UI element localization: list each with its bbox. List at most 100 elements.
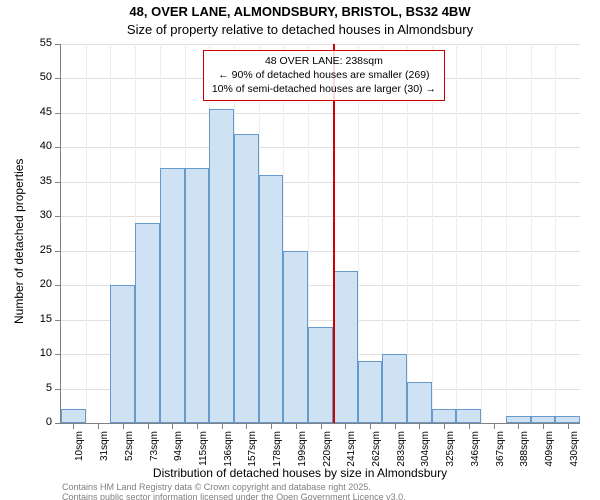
chart-title-line2: Size of property relative to detached ho… (0, 22, 600, 37)
x-tick (172, 423, 173, 429)
y-tick (55, 216, 61, 217)
y-tick-label: 10 (0, 347, 52, 359)
gridline-v (555, 44, 556, 423)
x-tick-label: 73sqm (149, 431, 160, 471)
y-tick-label: 50 (0, 71, 52, 83)
gridline-v (531, 44, 532, 423)
y-tick-label: 45 (0, 106, 52, 118)
x-tick (419, 423, 420, 429)
x-tick (246, 423, 247, 429)
x-tick-label: 94sqm (173, 431, 184, 471)
y-tick-label: 20 (0, 278, 52, 290)
histogram-bar (259, 175, 284, 423)
y-tick (55, 147, 61, 148)
x-axis-title: Distribution of detached houses by size … (0, 466, 600, 480)
gridline-v (407, 44, 408, 423)
x-tick (321, 423, 322, 429)
y-tick-label: 55 (0, 37, 52, 49)
histogram-bar (209, 109, 234, 423)
x-tick (123, 423, 124, 429)
gridline-h (61, 113, 580, 114)
x-tick-label: 325sqm (445, 431, 456, 471)
callout-text-3: 10% of semi-detached houses are larger (… (212, 82, 436, 96)
x-tick (395, 423, 396, 429)
histogram-bar (160, 168, 185, 423)
y-tick-label: 15 (0, 313, 52, 325)
x-tick-label: 136sqm (223, 431, 234, 471)
y-tick (55, 78, 61, 79)
gridline-h (61, 44, 580, 45)
x-tick-label: 304sqm (420, 431, 431, 471)
x-tick-label: 220sqm (322, 431, 333, 471)
histogram-bar (234, 134, 259, 423)
histogram-bar (185, 168, 210, 423)
y-tick (55, 320, 61, 321)
histogram-bar (506, 416, 531, 423)
x-tick-label: 31sqm (99, 431, 110, 471)
footnote-2: Contains public sector information licen… (62, 492, 406, 500)
histogram-bar (432, 409, 457, 423)
y-tick-label: 5 (0, 382, 52, 394)
histogram-bar (407, 382, 432, 423)
histogram-bar (333, 271, 358, 423)
histogram-bar (358, 361, 383, 423)
x-tick-label: 409sqm (544, 431, 555, 471)
x-tick-label: 346sqm (470, 431, 481, 471)
x-tick-label: 241sqm (346, 431, 357, 471)
gridline-v (481, 44, 482, 423)
x-tick (271, 423, 272, 429)
callout-text-1: 48 OVER LANE: 238sqm (212, 54, 436, 68)
x-tick (98, 423, 99, 429)
histogram-bar (283, 251, 308, 423)
chart-container: 48, OVER LANE, ALMONDSBURY, BRISTOL, BS3… (0, 0, 600, 500)
x-tick (494, 423, 495, 429)
histogram-bar (110, 285, 135, 423)
x-tick (345, 423, 346, 429)
x-tick-label: 10sqm (74, 431, 85, 471)
gridline-v (506, 44, 507, 423)
footnote-1: Contains HM Land Registry data © Crown c… (62, 482, 371, 492)
y-tick (55, 251, 61, 252)
x-tick-label: 178sqm (272, 431, 283, 471)
x-tick (469, 423, 470, 429)
gridline-v (432, 44, 433, 423)
x-tick-label: 52sqm (124, 431, 135, 471)
x-tick (222, 423, 223, 429)
histogram-bar (555, 416, 580, 423)
y-tick (55, 182, 61, 183)
x-tick (197, 423, 198, 429)
x-tick-label: 115sqm (198, 431, 209, 471)
histogram-bar (531, 416, 556, 423)
callout-box: 48 OVER LANE: 238sqm← 90% of detached ho… (203, 50, 445, 101)
histogram-bar (308, 327, 333, 423)
gridline-v (86, 44, 87, 423)
gridline-h (61, 147, 580, 148)
x-tick (370, 423, 371, 429)
x-tick-label: 430sqm (569, 431, 580, 471)
y-tick (55, 113, 61, 114)
y-tick-label: 0 (0, 416, 52, 428)
y-tick-label: 40 (0, 140, 52, 152)
x-tick-label: 262sqm (371, 431, 382, 471)
gridline-h (61, 216, 580, 217)
x-tick (148, 423, 149, 429)
callout-line (333, 44, 335, 423)
y-tick-label: 25 (0, 244, 52, 256)
x-tick-label: 199sqm (297, 431, 308, 471)
x-tick (568, 423, 569, 429)
x-tick-label: 283sqm (396, 431, 407, 471)
y-tick (55, 285, 61, 286)
y-tick (55, 44, 61, 45)
chart-title-line1: 48, OVER LANE, ALMONDSBURY, BRISTOL, BS3… (0, 4, 600, 19)
x-tick (444, 423, 445, 429)
x-tick-label: 367sqm (495, 431, 506, 471)
x-tick (543, 423, 544, 429)
x-tick (73, 423, 74, 429)
x-tick (518, 423, 519, 429)
y-tick-label: 35 (0, 175, 52, 187)
histogram-bar (382, 354, 407, 423)
gridline-h (61, 182, 580, 183)
x-tick-label: 388sqm (519, 431, 530, 471)
gridline-v (456, 44, 457, 423)
x-tick (296, 423, 297, 429)
